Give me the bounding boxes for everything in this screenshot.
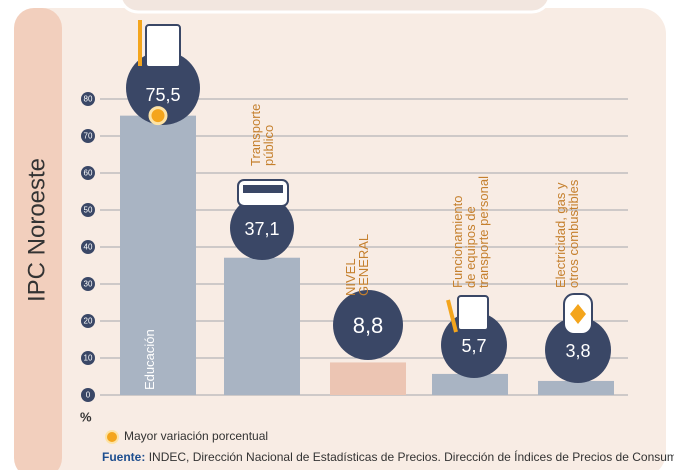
legend-marker <box>105 430 119 444</box>
bar <box>432 373 508 395</box>
y-tick-badge <box>81 277 95 291</box>
y-tick-label: 40 <box>84 243 93 252</box>
value-label: 37,1 <box>244 219 279 239</box>
icon-bus-window <box>243 185 283 193</box>
y-tick-badge <box>81 129 95 143</box>
bar <box>120 115 196 396</box>
y-tick-label: 10 <box>84 354 93 363</box>
category-label: Educación <box>142 329 157 390</box>
value-label: 5,7 <box>461 336 486 356</box>
value-label: 3,8 <box>565 341 590 361</box>
category-label: Transporte público <box>248 103 276 166</box>
y-tick-label: 20 <box>84 317 93 326</box>
value-label: 75,5 <box>145 85 180 105</box>
y-tick-label: 80 <box>84 95 93 104</box>
y-tick-label: 30 <box>84 280 93 289</box>
value-badge <box>230 196 294 260</box>
source-label: Fuente: <box>102 450 145 464</box>
bar <box>224 257 300 395</box>
icon-wrench <box>446 299 458 333</box>
value-badge <box>333 290 403 360</box>
y-tick-badge <box>81 240 95 254</box>
category-label: NIVEL GENERAL <box>343 233 371 296</box>
y-tick-label: 70 <box>84 132 93 141</box>
y-tick-label: 50 <box>84 206 93 215</box>
value-badge <box>545 317 611 383</box>
value-label: 8,8 <box>353 313 384 338</box>
icon-can <box>457 295 489 331</box>
y-tick-badge <box>81 203 95 217</box>
bar <box>330 362 406 395</box>
value-badge <box>126 51 200 125</box>
unit-label: % <box>80 409 92 424</box>
icon-flame <box>570 304 586 324</box>
y-tick-badge <box>81 166 95 180</box>
y-axis-title: IPC Noroeste <box>23 158 50 302</box>
category-label: Electricidad, gas y otros combustibles <box>553 179 581 288</box>
y-tick-label: 60 <box>84 169 93 178</box>
y-tick-badge <box>81 314 95 328</box>
y-tick-badge <box>81 351 95 365</box>
source: Fuente: INDEC, Dirección Nacional de Est… <box>102 449 674 464</box>
highlight-marker <box>148 106 168 126</box>
icon-notebook <box>145 24 181 68</box>
side-band <box>14 8 62 470</box>
legend-label: Mayor variación porcentual <box>124 429 268 443</box>
top-box <box>119 0 551 14</box>
y-tick-badge <box>81 92 95 106</box>
y-tick-label: 0 <box>86 391 91 400</box>
source-text: INDEC, Dirección Nacional de Estadística… <box>149 449 674 464</box>
category-label: Funcionamiento de equipos de transporte … <box>450 175 491 288</box>
bar <box>538 380 614 395</box>
y-tick-badge <box>81 388 95 402</box>
